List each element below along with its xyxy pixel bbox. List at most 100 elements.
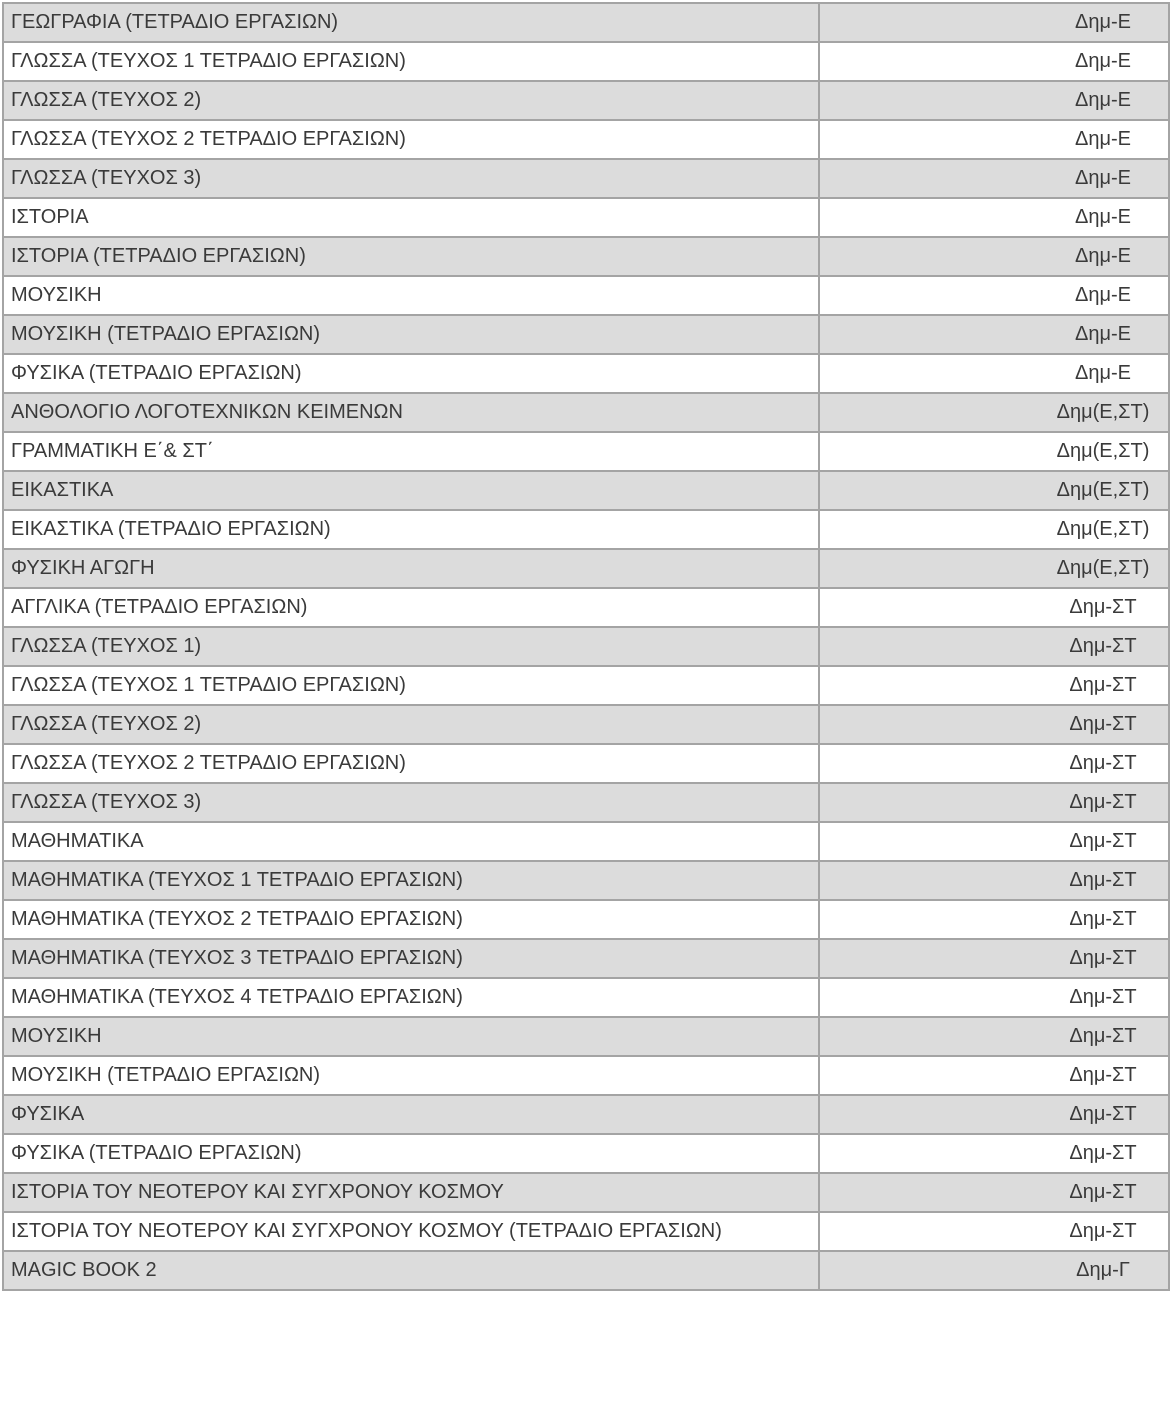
- book-title-cell: MAGIC BOOK 2: [2, 1250, 820, 1291]
- grade-cell: Δημ-ΣΤ: [818, 587, 1170, 628]
- book-title-cell: ΓΡΑΜΜΑΤΙΚΗ Ε΄& ΣΤ΄: [2, 431, 820, 472]
- books-table-body: ΓΕΩΓΡΑΦΙΑ (ΤΕΤΡΑΔΙΟ ΕΡΓΑΣΙΩΝ) Δημ-Ε ΓΛΩΣΣΑ…: [2, 2, 1170, 1291]
- table-row: ΑΝΘΟΛΟΓΙΟ ΛΟΓΟΤΕΧΝΙΚΩΝ ΚΕΙΜΕΝΩΝ Δημ(Ε,ΣΤ): [2, 392, 1170, 433]
- table-row: ΜΑΘΗΜΑΤΙΚΑ Δημ-ΣΤ: [2, 821, 1170, 862]
- table-row: ΓΛΩΣΣΑ (ΤΕΥΧΟΣ 1 ΤΕΤΡΑΔΙΟ ΕΡΓΑΣΙΩΝ) Δημ-Ε: [2, 41, 1170, 82]
- book-title-cell: ΓΛΩΣΣΑ (ΤΕΥΧΟΣ 2): [2, 704, 820, 745]
- table-row: ΙΣΤΟΡΙΑ (ΤΕΤΡΑΔΙΟ ΕΡΓΑΣΙΩΝ) Δημ-Ε: [2, 236, 1170, 277]
- grade-cell: Δημ-ΣΤ: [818, 626, 1170, 667]
- grade-cell: Δημ-ΣΤ: [818, 782, 1170, 823]
- table-row: ΦΥΣΙΚΑ (ΤΕΤΡΑΔΙΟ ΕΡΓΑΣΙΩΝ) Δημ-ΣΤ: [2, 1133, 1170, 1174]
- grade-cell: Δημ-ΣΤ: [818, 938, 1170, 979]
- table-row: ΦΥΣΙΚΑ Δημ-ΣΤ: [2, 1094, 1170, 1135]
- table-row: ΓΛΩΣΣΑ (ΤΕΥΧΟΣ 2) Δημ-ΣΤ: [2, 704, 1170, 745]
- book-title-cell: ΙΣΤΟΡΙΑ ΤΟΥ ΝΕΟΤΕΡΟΥ ΚΑΙ ΣΥΓΧΡΟΝΟΥ ΚΟΣΜΟ…: [2, 1172, 820, 1213]
- table-row: ΓΛΩΣΣΑ (ΤΕΥΧΟΣ 2 ΤΕΤΡΑΔΙΟ ΕΡΓΑΣΙΩΝ) Δημ-Σ…: [2, 743, 1170, 784]
- book-title-cell: ΙΣΤΟΡΙΑ: [2, 197, 820, 238]
- grade-cell: Δημ-Ε: [818, 41, 1170, 82]
- table-row: ΓΛΩΣΣΑ (ΤΕΥΧΟΣ 2 ΤΕΤΡΑΔΙΟ ΕΡΓΑΣΙΩΝ) Δημ-Ε: [2, 119, 1170, 160]
- grade-cell: Δημ-Ε: [818, 2, 1170, 43]
- table-row: ΓΛΩΣΣΑ (ΤΕΥΧΟΣ 1) Δημ-ΣΤ: [2, 626, 1170, 667]
- grade-cell: Δημ-ΣΤ: [818, 1172, 1170, 1213]
- table-row: ΜΑΘΗΜΑΤΙΚΑ (ΤΕΥΧΟΣ 3 ΤΕΤΡΑΔΙΟ ΕΡΓΑΣΙΩΝ) Δ…: [2, 938, 1170, 979]
- grade-cell: Δημ-Ε: [818, 119, 1170, 160]
- book-title-cell: ΙΣΤΟΡΙΑ (ΤΕΤΡΑΔΙΟ ΕΡΓΑΣΙΩΝ): [2, 236, 820, 277]
- grade-cell: Δημ-ΣΤ: [818, 665, 1170, 706]
- table-row: ΦΥΣΙΚΗ ΑΓΩΓΗ Δημ(Ε,ΣΤ): [2, 548, 1170, 589]
- book-title-cell: ΓΛΩΣΣΑ (ΤΕΥΧΟΣ 2): [2, 80, 820, 121]
- grade-cell: Δημ(Ε,ΣΤ): [818, 392, 1170, 433]
- book-title-cell: ΕΙΚΑΣΤΙΚΑ (ΤΕΤΡΑΔΙΟ ΕΡΓΑΣΙΩΝ): [2, 509, 820, 550]
- grade-cell: Δημ-ΣΤ: [818, 1055, 1170, 1096]
- grade-cell: Δημ-Ε: [818, 197, 1170, 238]
- book-title-cell: ΓΛΩΣΣΑ (ΤΕΥΧΟΣ 3): [2, 782, 820, 823]
- table-row: ΜΟΥΣΙΚΗ Δημ-ΣΤ: [2, 1016, 1170, 1057]
- book-title-cell: ΜΟΥΣΙΚΗ (ΤΕΤΡΑΔΙΟ ΕΡΓΑΣΙΩΝ): [2, 314, 820, 355]
- grade-cell: Δημ-ΣΤ: [818, 1094, 1170, 1135]
- book-title-cell: ΑΓΓΛΙΚΑ (ΤΕΤΡΑΔΙΟ ΕΡΓΑΣΙΩΝ): [2, 587, 820, 628]
- table-row: ΑΓΓΛΙΚΑ (ΤΕΤΡΑΔΙΟ ΕΡΓΑΣΙΩΝ) Δημ-ΣΤ: [2, 587, 1170, 628]
- grade-cell: Δημ-Ε: [818, 236, 1170, 277]
- table-row: ΜΟΥΣΙΚΗ (ΤΕΤΡΑΔΙΟ ΕΡΓΑΣΙΩΝ) Δημ-ΣΤ: [2, 1055, 1170, 1096]
- grade-cell: Δημ(Ε,ΣΤ): [818, 470, 1170, 511]
- table-row: ΜΟΥΣΙΚΗ Δημ-Ε: [2, 275, 1170, 316]
- table-row: ΦΥΣΙΚΑ (ΤΕΤΡΑΔΙΟ ΕΡΓΑΣΙΩΝ) Δημ-Ε: [2, 353, 1170, 394]
- grade-cell: Δημ(Ε,ΣΤ): [818, 431, 1170, 472]
- grade-cell: Δημ-ΣΤ: [818, 1016, 1170, 1057]
- book-title-cell: ΓΛΩΣΣΑ (ΤΕΥΧΟΣ 2 ΤΕΤΡΑΔΙΟ ΕΡΓΑΣΙΩΝ): [2, 119, 820, 160]
- grade-cell: Δημ-ΣΤ: [818, 1211, 1170, 1252]
- book-title-cell: ΜΑΘΗΜΑΤΙΚΑ (ΤΕΥΧΟΣ 1 ΤΕΤΡΑΔΙΟ ΕΡΓΑΣΙΩΝ): [2, 860, 820, 901]
- table-row: ΓΛΩΣΣΑ (ΤΕΥΧΟΣ 1 ΤΕΤΡΑΔΙΟ ΕΡΓΑΣΙΩΝ) Δημ-Σ…: [2, 665, 1170, 706]
- book-title-cell: ΙΣΤΟΡΙΑ ΤΟΥ ΝΕΟΤΕΡΟΥ ΚΑΙ ΣΥΓΧΡΟΝΟΥ ΚΟΣΜΟ…: [2, 1211, 820, 1252]
- table-row: ΓΛΩΣΣΑ (ΤΕΥΧΟΣ 2) Δημ-Ε: [2, 80, 1170, 121]
- grade-cell: Δημ-Ε: [818, 275, 1170, 316]
- table-row: ΕΙΚΑΣΤΙΚΑ (ΤΕΤΡΑΔΙΟ ΕΡΓΑΣΙΩΝ) Δημ(Ε,ΣΤ): [2, 509, 1170, 550]
- table-row: ΙΣΤΟΡΙΑ ΤΟΥ ΝΕΟΤΕΡΟΥ ΚΑΙ ΣΥΓΧΡΟΝΟΥ ΚΟΣΜΟ…: [2, 1211, 1170, 1252]
- grade-cell: Δημ-ΣΤ: [818, 899, 1170, 940]
- table-row: ΙΣΤΟΡΙΑ Δημ-Ε: [2, 197, 1170, 238]
- book-title-cell: ΦΥΣΙΚΗ ΑΓΩΓΗ: [2, 548, 820, 589]
- book-title-cell: ΓΛΩΣΣΑ (ΤΕΥΧΟΣ 1 ΤΕΤΡΑΔΙΟ ΕΡΓΑΣΙΩΝ): [2, 665, 820, 706]
- book-title-cell: ΜΟΥΣΙΚΗ: [2, 1016, 820, 1057]
- grade-cell: Δημ-Ε: [818, 314, 1170, 355]
- grade-cell: Δημ(Ε,ΣΤ): [818, 509, 1170, 550]
- table-row: ΙΣΤΟΡΙΑ ΤΟΥ ΝΕΟΤΕΡΟΥ ΚΑΙ ΣΥΓΧΡΟΝΟΥ ΚΟΣΜΟ…: [2, 1172, 1170, 1213]
- book-title-cell: ΓΕΩΓΡΑΦΙΑ (ΤΕΤΡΑΔΙΟ ΕΡΓΑΣΙΩΝ): [2, 2, 820, 43]
- table-row: ΕΙΚΑΣΤΙΚΑ Δημ(Ε,ΣΤ): [2, 470, 1170, 511]
- book-title-cell: ΦΥΣΙΚΑ (ΤΕΤΡΑΔΙΟ ΕΡΓΑΣΙΩΝ): [2, 1133, 820, 1174]
- grade-cell: Δημ(Ε,ΣΤ): [818, 548, 1170, 589]
- grade-cell: Δημ-ΣΤ: [818, 1133, 1170, 1174]
- table-row: ΓΛΩΣΣΑ (ΤΕΥΧΟΣ 3) Δημ-ΣΤ: [2, 782, 1170, 823]
- table-row: ΓΡΑΜΜΑΤΙΚΗ Ε΄& ΣΤ΄ Δημ(Ε,ΣΤ): [2, 431, 1170, 472]
- grade-cell: Δημ-Ε: [818, 80, 1170, 121]
- book-title-cell: ΓΛΩΣΣΑ (ΤΕΥΧΟΣ 1): [2, 626, 820, 667]
- book-title-cell: ΜΑΘΗΜΑΤΙΚΑ (ΤΕΥΧΟΣ 2 ΤΕΤΡΑΔΙΟ ΕΡΓΑΣΙΩΝ): [2, 899, 820, 940]
- table-row: ΓΛΩΣΣΑ (ΤΕΥΧΟΣ 3) Δημ-Ε: [2, 158, 1170, 199]
- book-title-cell: ΜΟΥΣΙΚΗ: [2, 275, 820, 316]
- grade-cell: Δημ-ΣΤ: [818, 860, 1170, 901]
- book-title-cell: ΜΑΘΗΜΑΤΙΚΑ (ΤΕΥΧΟΣ 4 ΤΕΤΡΑΔΙΟ ΕΡΓΑΣΙΩΝ): [2, 977, 820, 1018]
- book-title-cell: ΓΛΩΣΣΑ (ΤΕΥΧΟΣ 2 ΤΕΤΡΑΔΙΟ ΕΡΓΑΣΙΩΝ): [2, 743, 820, 784]
- table-row: ΓΕΩΓΡΑΦΙΑ (ΤΕΤΡΑΔΙΟ ΕΡΓΑΣΙΩΝ) Δημ-Ε: [2, 2, 1170, 43]
- grade-cell: Δημ-ΣΤ: [818, 704, 1170, 745]
- grade-cell: Δημ-Γ: [818, 1250, 1170, 1291]
- book-title-cell: ΓΛΩΣΣΑ (ΤΕΥΧΟΣ 3): [2, 158, 820, 199]
- table-row: ΜΑΘΗΜΑΤΙΚΑ (ΤΕΥΧΟΣ 2 ΤΕΤΡΑΔΙΟ ΕΡΓΑΣΙΩΝ) Δ…: [2, 899, 1170, 940]
- grade-cell: Δημ-ΣΤ: [818, 821, 1170, 862]
- table-row: ΜΑΘΗΜΑΤΙΚΑ (ΤΕΥΧΟΣ 4 ΤΕΤΡΑΔΙΟ ΕΡΓΑΣΙΩΝ) Δ…: [2, 977, 1170, 1018]
- book-title-cell: ΦΥΣΙΚΑ (ΤΕΤΡΑΔΙΟ ΕΡΓΑΣΙΩΝ): [2, 353, 820, 394]
- books-table: ΓΕΩΓΡΑΦΙΑ (ΤΕΤΡΑΔΙΟ ΕΡΓΑΣΙΩΝ) Δημ-Ε ΓΛΩΣΣΑ…: [2, 2, 1170, 1291]
- table-row: ΜΑΘΗΜΑΤΙΚΑ (ΤΕΥΧΟΣ 1 ΤΕΤΡΑΔΙΟ ΕΡΓΑΣΙΩΝ) Δ…: [2, 860, 1170, 901]
- table-row: ΜΟΥΣΙΚΗ (ΤΕΤΡΑΔΙΟ ΕΡΓΑΣΙΩΝ) Δημ-Ε: [2, 314, 1170, 355]
- table-row: MAGIC BOOK 2 Δημ-Γ: [2, 1250, 1170, 1291]
- grade-cell: Δημ-ΣΤ: [818, 977, 1170, 1018]
- book-title-cell: ΜΑΘΗΜΑΤΙΚΑ: [2, 821, 820, 862]
- book-title-cell: ΕΙΚΑΣΤΙΚΑ: [2, 470, 820, 511]
- book-title-cell: ΓΛΩΣΣΑ (ΤΕΥΧΟΣ 1 ΤΕΤΡΑΔΙΟ ΕΡΓΑΣΙΩΝ): [2, 41, 820, 82]
- book-title-cell: ΦΥΣΙΚΑ: [2, 1094, 820, 1135]
- grade-cell: Δημ-ΣΤ: [818, 743, 1170, 784]
- book-title-cell: ΜΟΥΣΙΚΗ (ΤΕΤΡΑΔΙΟ ΕΡΓΑΣΙΩΝ): [2, 1055, 820, 1096]
- book-title-cell: ΜΑΘΗΜΑΤΙΚΑ (ΤΕΥΧΟΣ 3 ΤΕΤΡΑΔΙΟ ΕΡΓΑΣΙΩΝ): [2, 938, 820, 979]
- book-title-cell: ΑΝΘΟΛΟΓΙΟ ΛΟΓΟΤΕΧΝΙΚΩΝ ΚΕΙΜΕΝΩΝ: [2, 392, 820, 433]
- grade-cell: Δημ-Ε: [818, 158, 1170, 199]
